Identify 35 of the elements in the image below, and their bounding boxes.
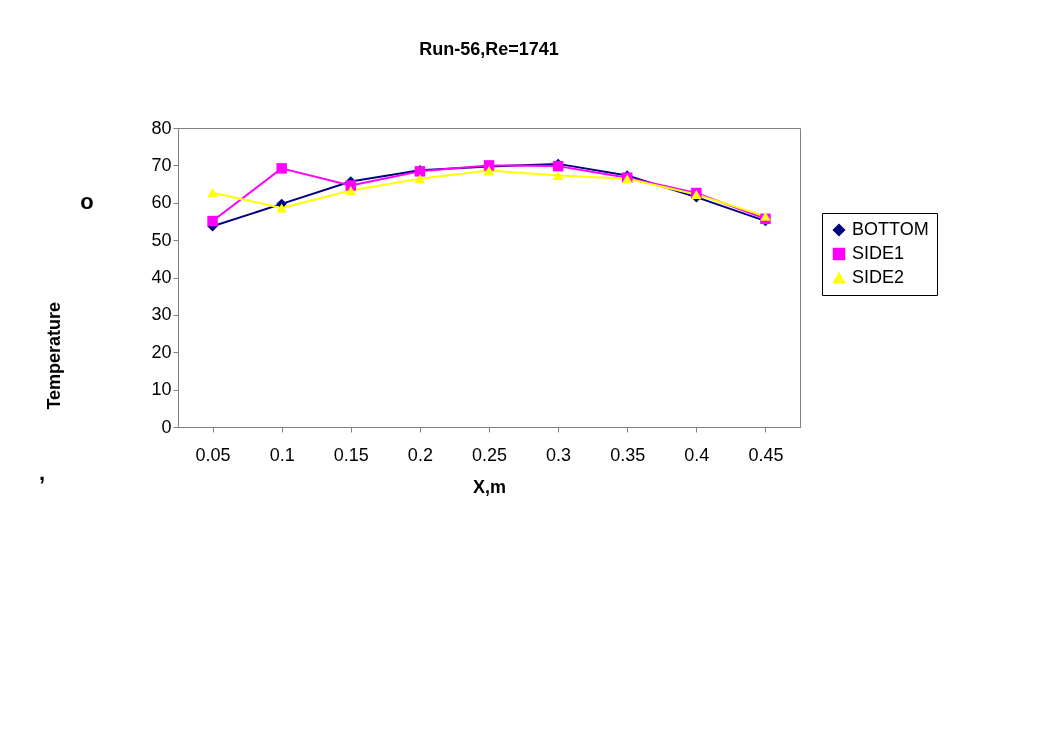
y-tick-label: 80 xyxy=(151,117,172,138)
y-tick-label: 10 xyxy=(151,379,172,400)
x-tick-label: 0.05 xyxy=(195,444,231,465)
legend-label: BOTTOM xyxy=(852,219,929,239)
x-tick-label: 0.15 xyxy=(333,444,369,465)
point xyxy=(276,203,287,213)
chart-title: Run-56,Re=1741 xyxy=(419,39,559,59)
x-tick-label: 0.4 xyxy=(684,444,710,465)
point xyxy=(760,211,771,221)
text: o xyxy=(80,189,94,214)
y-tick-label: 20 xyxy=(151,341,172,362)
x-tick-label: 0.45 xyxy=(748,444,784,465)
text: , xyxy=(38,460,46,485)
x-axis-title: X,m xyxy=(472,476,507,497)
point xyxy=(276,163,287,174)
y-tick-label: 50 xyxy=(151,229,172,250)
y-tick-label: 40 xyxy=(151,267,172,287)
point xyxy=(345,185,357,195)
x-tick-label: 0.2 xyxy=(407,444,433,465)
x-tick-label: 0.25 xyxy=(471,444,508,465)
legend-label: SIDE2 xyxy=(852,267,905,287)
point xyxy=(552,170,564,181)
point xyxy=(207,215,218,227)
y-tick-label: 60 xyxy=(151,192,172,213)
y-tick-label: 30 xyxy=(151,304,172,325)
x-tick-label: 0.35 xyxy=(610,444,646,465)
point xyxy=(483,166,495,176)
y-axis-title: Temperature xyxy=(43,301,64,410)
x-tick-label: 0.1 xyxy=(269,444,295,465)
x-tick-label: 0.3 xyxy=(546,444,572,465)
y-tick-label: 70 xyxy=(151,154,172,175)
point xyxy=(207,188,218,198)
point xyxy=(414,174,426,184)
y-tick-label: 0 xyxy=(161,416,172,437)
legend-label: SIDE1 xyxy=(852,243,905,263)
